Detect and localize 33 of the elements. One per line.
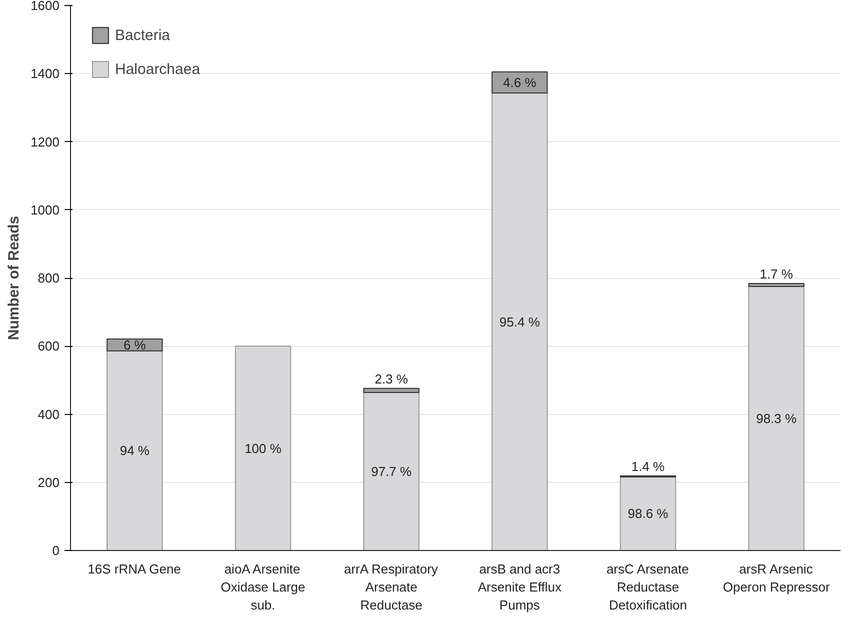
annotation: 94 % — [120, 443, 150, 458]
legend-label: Bacteria — [115, 26, 170, 44]
annotation: 95.4 % — [499, 314, 540, 330]
x-tick-label: aioA Arsenite Oxidase Large sub. — [220, 562, 306, 612]
annotation: 97.7 % — [371, 464, 412, 479]
bar — [620, 476, 676, 550]
y-tick-label: 0 — [52, 543, 60, 558]
y-tick-label: 1000 — [30, 202, 60, 218]
y-axis-title: Number of Reads — [6, 216, 23, 340]
x-tick-label: arsC Arsenate Reductase Detoxification — [606, 562, 689, 612]
annotation: 100 % — [244, 440, 282, 456]
y-tick-label: 400 — [38, 406, 60, 422]
annotation: 2.3 % — [374, 371, 408, 386]
annotation: 6 % — [123, 337, 146, 352]
legend-label: Haloarchaea — [115, 60, 200, 78]
bar — [363, 392, 420, 550]
y-tick-label: 800 — [38, 270, 60, 286]
annotation: 1.4 % — [631, 458, 666, 474]
bar — [234, 346, 292, 550]
x-tick-label: 16S rRNA Gene — [88, 562, 181, 576]
x-tick-label: arsB and acr3 Arsenite Efflux Pumps — [478, 562, 562, 612]
y-tick-label: 1600 — [30, 0, 60, 13]
bar — [748, 286, 804, 550]
annotation: 98.6 % — [628, 506, 669, 522]
annotation: 98.3 % — [756, 411, 798, 426]
y-tick-label: 1200 — [30, 134, 60, 150]
annotation: 1.7 % — [760, 266, 794, 282]
y-tick-label: 600 — [38, 338, 60, 354]
x-tick-label: arsR Arsenic Operon Repressor — [722, 562, 830, 594]
y-tick-label: 1400 — [30, 66, 60, 82]
x-tick-label: arrA Respiratory Arsenate Reductase — [344, 562, 438, 612]
annotation: 4.6 % — [503, 74, 537, 90]
y-tick-label: 200 — [38, 474, 60, 490]
